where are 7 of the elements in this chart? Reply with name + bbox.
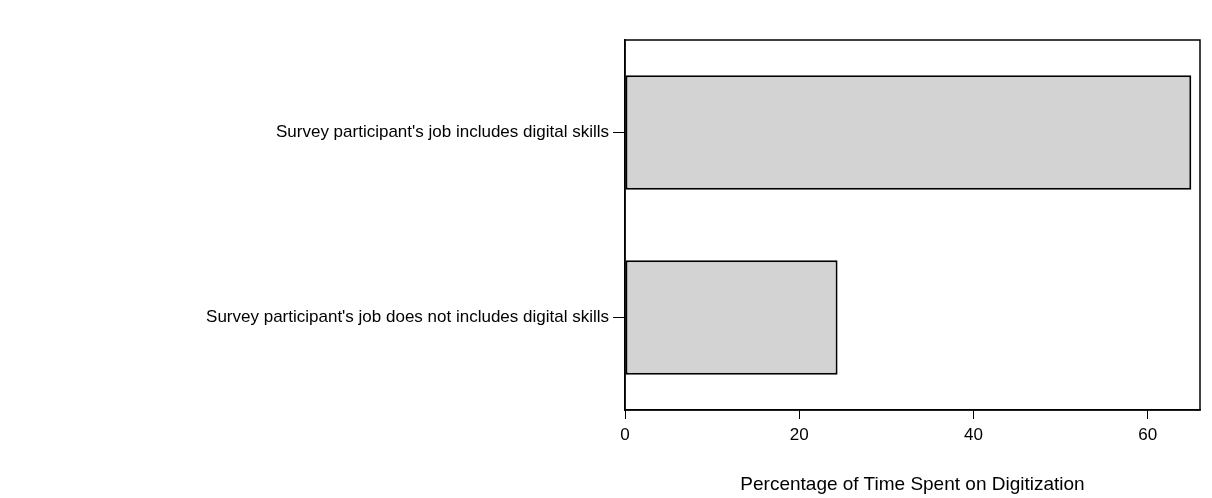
y-tick-label: Survey participant's job does not includes digital skills: [206, 307, 609, 327]
x-tick-label: 0: [620, 424, 630, 444]
y-tick-label: Survey participant's job includes digital skills: [275, 122, 609, 142]
x-axis-title: Percentage of Time Spent on Digitization: [740, 472, 1085, 494]
x-tick-label: 40: [964, 424, 983, 444]
x-tick-label: 20: [789, 424, 809, 444]
x-tick-label: 60: [1138, 424, 1158, 444]
